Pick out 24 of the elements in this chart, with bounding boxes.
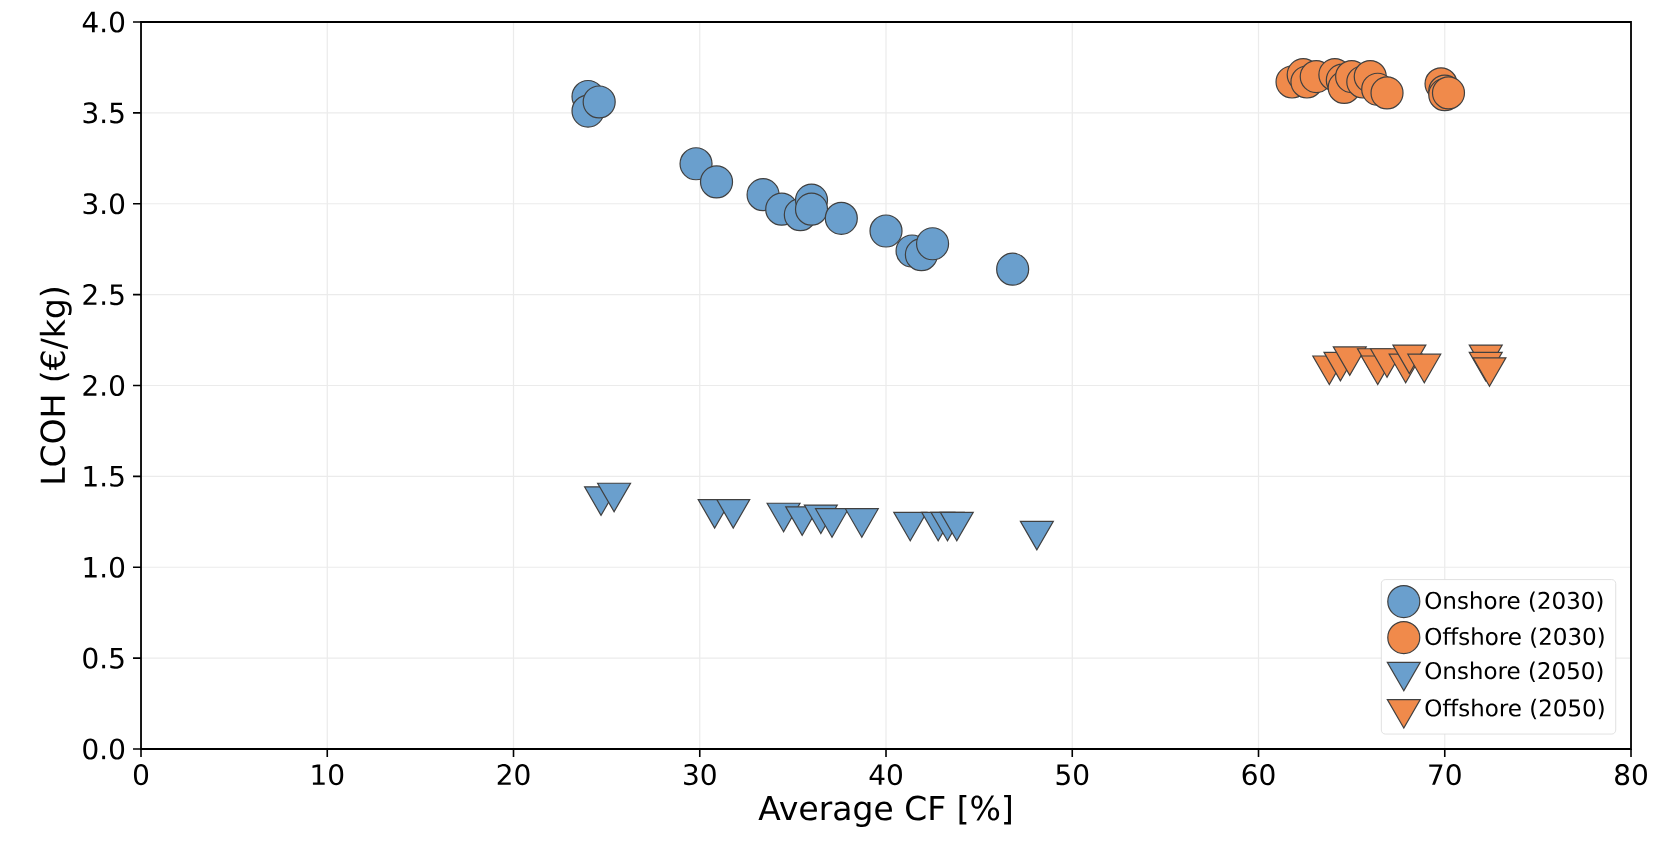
x-tick-label: 30 bbox=[684, 764, 716, 786]
x-axis-title: Average CF [%] bbox=[758, 794, 1011, 827]
y-tick-label: 3.0 bbox=[83, 193, 125, 215]
y-tick-label: 2.5 bbox=[83, 284, 124, 306]
legend-label: Offshore (2050) bbox=[1425, 698, 1604, 720]
y-tick-label: 4.0 bbox=[82, 11, 125, 33]
x-tick-label: 60 bbox=[1242, 764, 1275, 786]
x-tick-label: 0 bbox=[133, 764, 149, 786]
x-tick-label: 70 bbox=[1429, 764, 1461, 786]
x-tick-label: 10 bbox=[312, 764, 344, 786]
y-tick-label: 1.5 bbox=[84, 465, 124, 487]
y-tick-label: 3.5 bbox=[83, 102, 124, 124]
legend-label: Offshore (2030) bbox=[1425, 627, 1604, 648]
y-tick-label: 0.0 bbox=[83, 738, 125, 760]
x-tick-label: 20 bbox=[497, 764, 530, 786]
legend-label: Onshore (2050) bbox=[1425, 661, 1603, 683]
y-tick-label: 1.0 bbox=[84, 556, 125, 578]
legend-label: Onshore (2030) bbox=[1425, 591, 1603, 612]
x-tick-label: 40 bbox=[869, 764, 902, 786]
y-axis-title: LCOH (€/kg) bbox=[39, 288, 72, 483]
y-tick-label: 0.5 bbox=[83, 647, 124, 669]
x-tick-label: 80 bbox=[1615, 764, 1647, 786]
x-tick-label: 50 bbox=[1056, 764, 1089, 786]
y-tick-label: 2.0 bbox=[83, 374, 125, 397]
